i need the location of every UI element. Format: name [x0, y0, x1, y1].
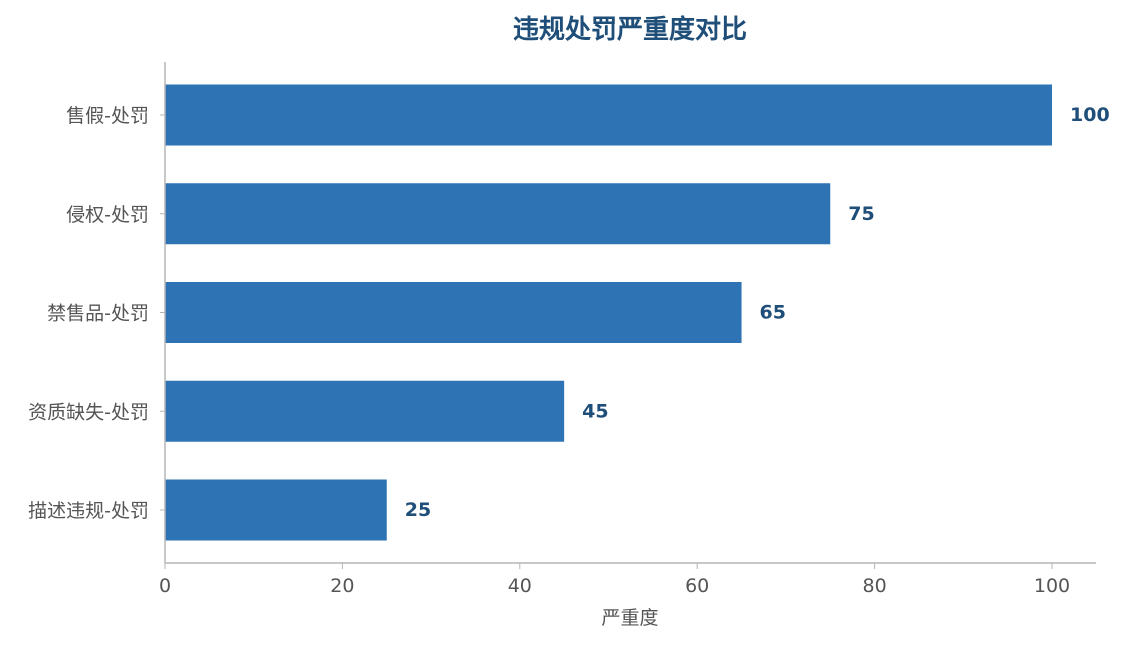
x-tick-label: 0 — [159, 575, 171, 597]
bar-3 — [165, 282, 742, 343]
bars-layer — [165, 84, 1052, 541]
x-tick-label: 60 — [685, 575, 709, 597]
bar-2 — [165, 183, 831, 245]
x-tick-label: 40 — [508, 575, 532, 597]
y-tick-label: 禁售品-处罚 — [47, 303, 149, 325]
y-tick-label: 描述违规-处罚 — [28, 500, 149, 522]
bar-4 — [165, 380, 565, 442]
chart-title: 违规处罚严重度对比 — [513, 14, 747, 45]
labels-layer: 售假-处罚 100 侵权-处罚 75 禁售品-处罚 65 资质缺失-处罚 45 描述违规-处罚 2… — [28, 104, 1110, 597]
y-tick-label: 售假-处罚 — [66, 105, 149, 127]
axes-layer — [160, 62, 1096, 569]
bar-value-label: 100 — [1070, 104, 1110, 126]
y-tick-label: 侵权-处罚 — [66, 204, 149, 226]
x-tick-label: 100 — [1034, 575, 1070, 597]
bar-value-label: 25 — [405, 499, 431, 521]
bar-value-label: 45 — [582, 400, 608, 422]
bar-value-label: 75 — [848, 203, 874, 225]
y-tick-label: 资质缺失-处罚 — [28, 401, 149, 423]
x-tick-label: 20 — [330, 575, 354, 597]
x-axis-title: 严重度 — [601, 607, 658, 629]
bar-value-label: 65 — [760, 302, 786, 324]
bar-5 — [165, 479, 387, 541]
bar-1 — [165, 84, 1052, 146]
x-tick-label: 80 — [863, 575, 887, 597]
